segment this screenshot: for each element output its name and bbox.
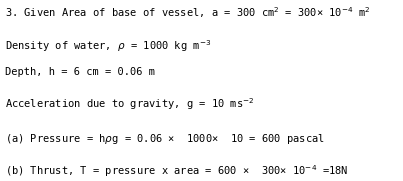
Text: 3. Given Area of base of vessel, a = 300 cm$^2$ = 300× 10$^{-4}$ m$^2$: 3. Given Area of base of vessel, a = 300… [5,5,370,20]
Text: (b) Thrust, T = pressure x area = 600 ×  300× 10$^{-4}$ =18N: (b) Thrust, T = pressure x area = 600 × … [5,163,348,179]
Text: (a) Pressure = h$\rho$g = 0.06 ×  1000×  10 = 600 pascal: (a) Pressure = h$\rho$g = 0.06 × 1000× 1… [5,132,325,146]
Text: Density of water, $\rho$ = 1000 kg m$^{-3}$: Density of water, $\rho$ = 1000 kg m$^{-… [5,38,211,54]
Text: Acceleration due to gravity, g = 10 ms$^{-2}$: Acceleration due to gravity, g = 10 ms$^… [5,96,254,112]
Text: Depth, h = 6 cm = 0.06 m: Depth, h = 6 cm = 0.06 m [5,67,155,77]
